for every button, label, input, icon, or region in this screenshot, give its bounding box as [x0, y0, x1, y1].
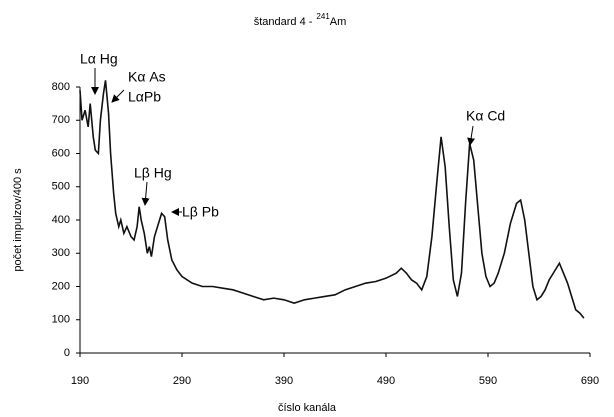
chart-title: štandard 4 -241Am: [254, 12, 347, 28]
y-tick-label: 100: [52, 314, 70, 326]
annotation-arrow: [467, 125, 476, 146]
x-tick-label: 590: [479, 375, 497, 387]
annotation: Lβ Pb: [182, 204, 219, 220]
y-tick-label: 400: [52, 214, 70, 226]
y-axis-label: počet impulzov/400 s: [12, 168, 24, 272]
spectrum-line: [79, 80, 585, 319]
title-prefix: štandard 4 -: [254, 16, 313, 28]
y-tick-label: 300: [52, 247, 70, 259]
x-tick-label: 190: [71, 375, 89, 387]
annotation-arrow: [141, 181, 150, 206]
title-sup: 241: [316, 12, 330, 21]
x-tick-label: 290: [173, 375, 191, 387]
y-tick-label: 0: [64, 347, 70, 359]
annotation: Lβ Hg: [134, 165, 172, 181]
x-tick-label: 690: [581, 375, 599, 387]
y-tick-label: 600: [52, 147, 70, 159]
annotation: Kα As: [128, 69, 166, 85]
annotation: LαPb: [128, 89, 161, 105]
x-axis-label: číslo kanála: [278, 402, 337, 414]
x-tick-label: 390: [275, 375, 293, 387]
x-tick-label: 490: [377, 375, 395, 387]
y-tick-label: 200: [52, 280, 70, 292]
annotation-arrow: [111, 89, 125, 103]
annotation: Lα Hg: [80, 51, 118, 67]
y-tick-label: 500: [52, 181, 70, 193]
y-tick-label: 700: [52, 114, 70, 126]
y-tick-label: 800: [52, 81, 70, 93]
annotation: Kα Cd: [466, 108, 505, 124]
title-suffix: Am: [330, 16, 347, 28]
